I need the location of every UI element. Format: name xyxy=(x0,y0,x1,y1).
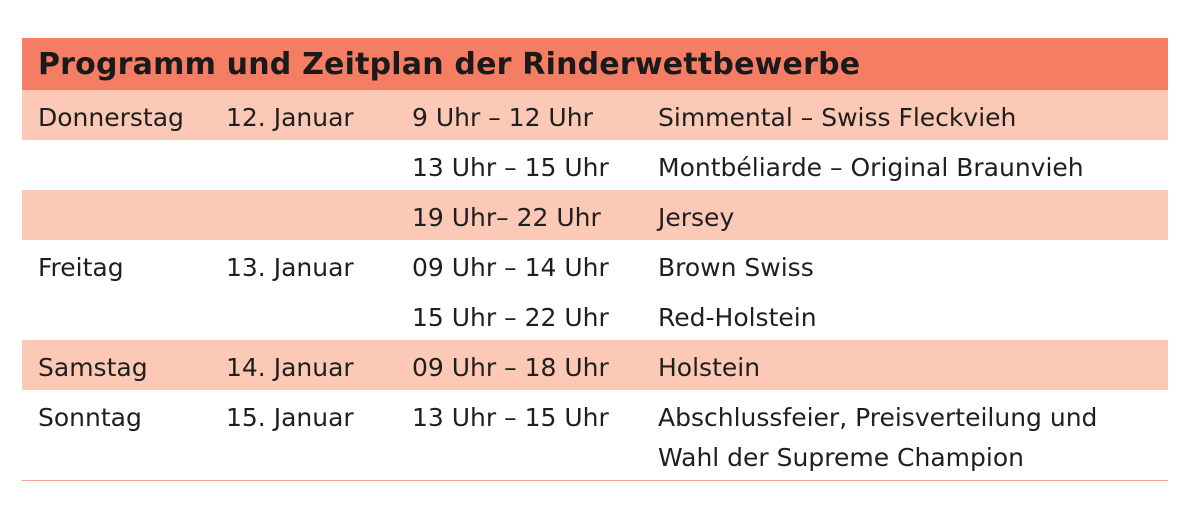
day-cell: Sonntag xyxy=(38,403,142,432)
time-cell: 19 Uhr– 22 Uhr xyxy=(412,203,601,232)
time-cell: 13 Uhr – 15 Uhr xyxy=(412,403,609,432)
table-row: 13 Uhr – 15 Uhr Montbéliarde – Original … xyxy=(22,140,1168,190)
date-cell: 13. Januar xyxy=(226,253,354,282)
table-row: Samstag 14. Januar 09 Uhr – 18 Uhr Holst… xyxy=(22,340,1168,390)
table-title: Programm und Zeitplan der Rinderwettbewe… xyxy=(38,46,861,82)
day-cell: Donnerstag xyxy=(38,103,184,132)
event-cell: Holstein xyxy=(658,353,761,382)
time-cell: 09 Uhr – 14 Uhr xyxy=(412,253,609,282)
table-row: 19 Uhr– 22 Uhr Jersey xyxy=(22,190,1168,240)
table-row: Sonntag 15. Januar 13 Uhr – 15 Uhr Absch… xyxy=(22,390,1168,480)
event-cell: Jersey xyxy=(658,203,735,232)
day-cell: Freitag xyxy=(38,253,124,282)
date-cell: 15. Januar xyxy=(226,403,354,432)
table-bottom-rule xyxy=(22,480,1168,481)
schedule-table: Programm und Zeitplan der Rinderwettbewe… xyxy=(22,38,1168,481)
table-title-bar: Programm und Zeitplan der Rinderwettbewe… xyxy=(22,38,1168,90)
date-cell: 12. Januar xyxy=(226,103,354,132)
time-cell: 13 Uhr – 15 Uhr xyxy=(412,153,609,182)
event-cell: Abschlussfeier, Preisverteilung und Wahl… xyxy=(658,403,1098,472)
event-cell: Montbéliarde – Original Braunvieh xyxy=(658,153,1084,182)
time-cell: 09 Uhr – 18 Uhr xyxy=(412,353,609,382)
event-cell: Brown Swiss xyxy=(658,253,814,282)
table-row: Donnerstag 12. Januar 9 Uhr – 12 Uhr Sim… xyxy=(22,90,1168,140)
table-row: Freitag 13. Januar 09 Uhr – 14 Uhr Brown… xyxy=(22,240,1168,290)
day-cell: Samstag xyxy=(38,353,148,382)
date-cell: 14. Januar xyxy=(226,353,354,382)
time-cell: 15 Uhr – 22 Uhr xyxy=(412,303,609,332)
table-row: 15 Uhr – 22 Uhr Red-Holstein xyxy=(22,290,1168,340)
time-cell: 9 Uhr – 12 Uhr xyxy=(412,103,593,132)
event-cell: Red-Holstein xyxy=(658,303,817,332)
event-cell: Simmental – Swiss Fleckvieh xyxy=(658,103,1017,132)
